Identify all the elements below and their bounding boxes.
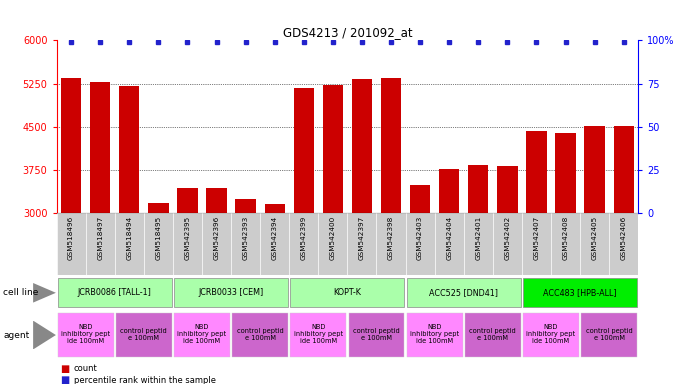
Bar [584,126,605,213]
Text: NBD
inhibitory pept
ide 100mM: NBD inhibitory pept ide 100mM [177,324,226,344]
Text: GSM542405: GSM542405 [591,215,598,260]
Bar [57,213,86,275]
Text: NBD
inhibitory pept
ide 100mM: NBD inhibitory pept ide 100mM [410,324,460,344]
Bar [264,204,285,213]
Text: GSM542407: GSM542407 [533,215,540,260]
Bar [348,313,404,357]
Bar [352,79,372,213]
Bar [522,213,551,275]
Text: control peptid
e 100mM: control peptid e 100mM [469,328,516,341]
Bar [116,313,172,357]
Bar [406,213,435,275]
Bar [90,82,110,213]
Bar [148,203,168,213]
Polygon shape [33,283,56,303]
Text: GSM542396: GSM542396 [213,215,219,260]
Text: ■: ■ [60,375,69,384]
Bar [119,86,139,213]
Bar [348,213,377,275]
Text: GSM542404: GSM542404 [446,215,452,260]
Text: GSM518497: GSM518497 [97,215,104,260]
Bar [468,165,489,213]
Text: GSM542393: GSM542393 [243,215,248,260]
Bar [526,131,546,213]
Bar [290,278,404,308]
Bar [465,313,521,357]
Text: GSM542400: GSM542400 [330,215,336,260]
Text: control peptid
e 100mM: control peptid e 100mM [586,328,633,341]
Bar [202,213,231,275]
Text: JCRB0033 [CEM]: JCRB0033 [CEM] [199,288,264,297]
Text: KOPT-K: KOPT-K [333,288,362,297]
Text: GSM518496: GSM518496 [68,215,74,260]
Text: count: count [74,364,97,373]
Bar [555,133,575,213]
Text: ACC525 [DND41]: ACC525 [DND41] [429,288,498,297]
Bar [233,313,288,357]
Bar [581,313,637,357]
Text: ■: ■ [60,364,69,374]
Bar [410,185,431,213]
Text: control peptid
e 100mM: control peptid e 100mM [121,328,167,341]
Bar [177,188,197,213]
Bar [173,213,202,275]
Bar [435,213,464,275]
Text: GSM542395: GSM542395 [184,215,190,260]
Bar [289,213,318,275]
Bar [464,213,493,275]
Text: GSM542402: GSM542402 [504,215,511,260]
Text: GSM518495: GSM518495 [155,215,161,260]
Bar [551,213,580,275]
Bar [323,85,343,213]
Bar [231,213,260,275]
Text: NBD
inhibitory pept
ide 100mM: NBD inhibitory pept ide 100mM [526,324,575,344]
Bar [174,313,230,357]
Bar [381,78,401,213]
Text: GSM542401: GSM542401 [475,215,482,260]
Bar [290,313,346,357]
Text: GSM542394: GSM542394 [272,215,277,260]
Bar [58,278,172,308]
Text: GSM542408: GSM542408 [562,215,569,260]
Bar [260,213,289,275]
Bar [580,213,609,275]
Text: JCRB0086 [TALL-1]: JCRB0086 [TALL-1] [78,288,152,297]
Text: ACC483 [HPB-ALL]: ACC483 [HPB-ALL] [543,288,617,297]
Text: GSM542397: GSM542397 [359,215,365,260]
Text: NBD
inhibitory pept
ide 100mM: NBD inhibitory pept ide 100mM [294,324,343,344]
Bar [318,213,348,275]
Bar [439,169,460,213]
Bar [115,213,144,275]
Bar [58,313,114,357]
Bar [523,278,637,308]
Bar [406,278,521,308]
Text: NBD
inhibitory pept
ide 100mM: NBD inhibitory pept ide 100mM [61,324,110,344]
Bar [493,213,522,275]
Bar [86,213,115,275]
Text: GSM542403: GSM542403 [417,215,423,260]
Bar [174,278,288,308]
Text: control peptid
e 100mM: control peptid e 100mM [353,328,400,341]
Text: GSM518494: GSM518494 [126,215,132,260]
Title: GDS4213 / 201092_at: GDS4213 / 201092_at [283,26,412,39]
Bar [609,213,638,275]
Bar [406,313,462,357]
Bar [377,213,406,275]
Text: GSM542398: GSM542398 [388,215,394,260]
Bar [497,166,518,213]
Bar [523,313,579,357]
Bar [144,213,173,275]
Bar [235,199,256,213]
Text: percentile rank within the sample: percentile rank within the sample [74,376,216,384]
Bar [61,78,81,213]
Text: GSM542399: GSM542399 [301,215,307,260]
Text: cell line: cell line [3,288,39,297]
Bar [206,188,227,213]
Bar [613,126,634,213]
Bar [294,88,314,213]
Polygon shape [33,321,56,349]
Text: control peptid
e 100mM: control peptid e 100mM [237,328,284,341]
Text: GSM542406: GSM542406 [621,215,627,260]
Text: agent: agent [3,331,30,339]
